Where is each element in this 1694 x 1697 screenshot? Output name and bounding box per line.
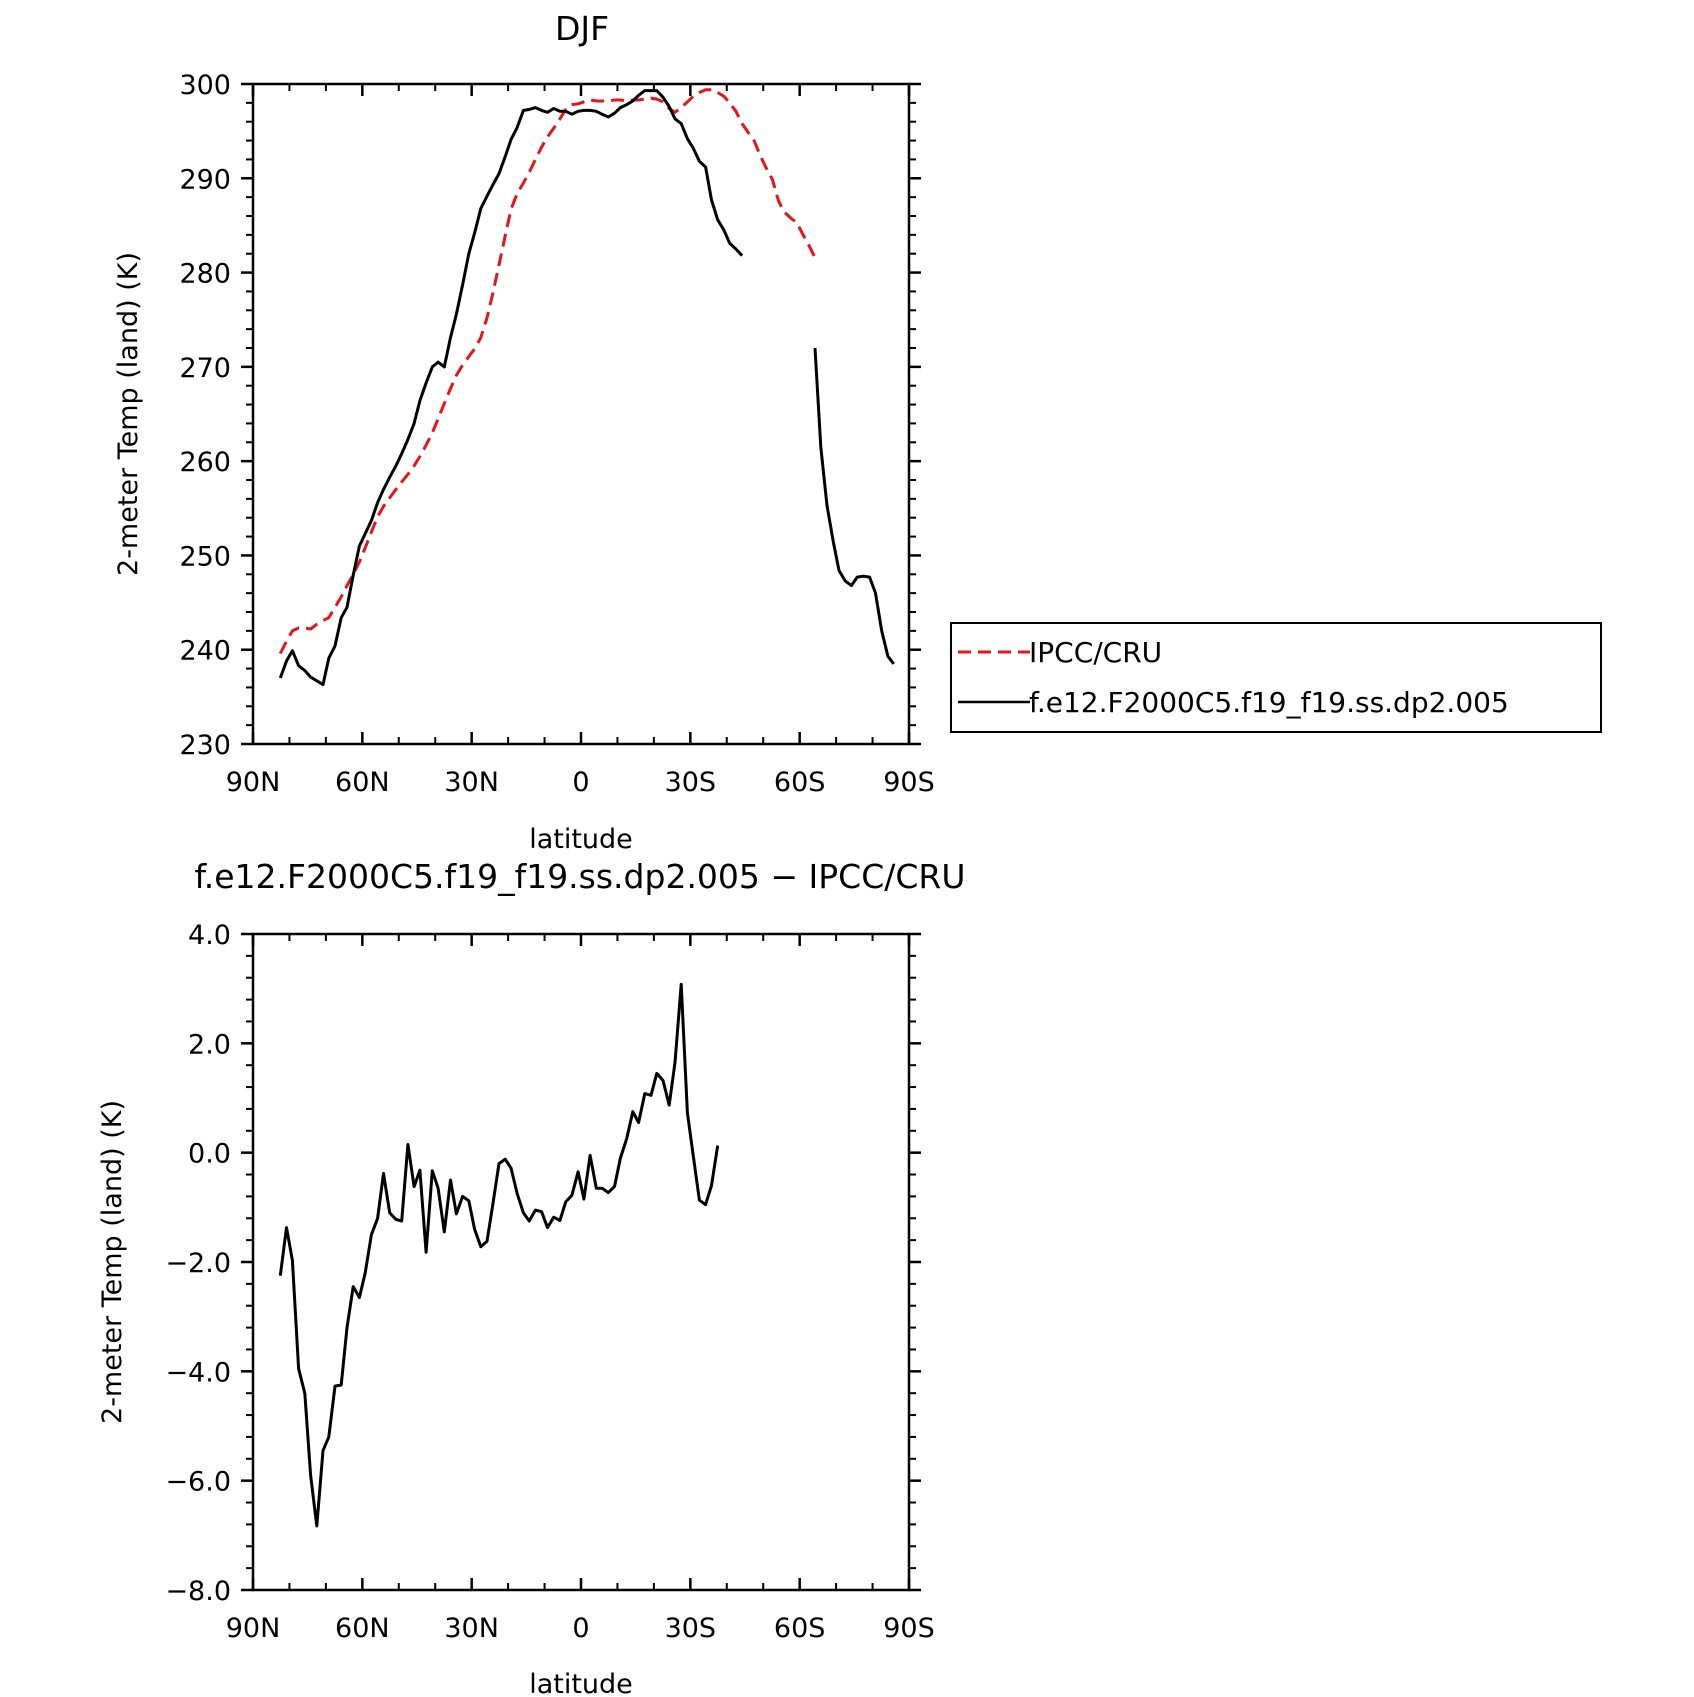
bottom-x-tick-label: 90S [883,1613,935,1644]
top-y-tick-label: 280 [179,259,231,290]
bottom-y-tick-label: 0.0 [188,1139,231,1170]
bottom-x-tick-label: 60S [774,1613,826,1644]
top-y-tick-label: 290 [179,164,231,195]
legend-obs-label: IPCC/CRU [1029,636,1162,669]
legend-model-label: f.e12.F2000C5.f19_f19.ss.dp2.005 [1029,686,1509,719]
top-y-tick-label: 260 [179,447,231,478]
top-plot-title: DJF [555,9,609,48]
top-x-axis-title: latitude [529,824,633,855]
bottom-panel: f.e12.F2000C5.f19_f19.ss.dp2.005 − IPCC/… [97,857,966,1697]
bottom-x-tick-label: 30S [665,1613,717,1644]
bottom-x-axis-title: latitude [529,1669,633,1697]
legend: IPCC/CRU f.e12.F2000C5.f19_f19.ss.dp2.00… [950,622,1602,733]
top-panel: DJF 90N 60N 30N 0 30S 60S 90S 300 290 280 270 260 25… [113,9,935,855]
bottom-y-tick-label: 2.0 [188,1029,231,1060]
top-x-tick-label: 60S [774,767,826,798]
top-series-2-segment-1 [278,89,744,687]
top-ticks: 90N 60N 30N 0 30S 60S 90S 300 290 280 270 260 250 240… [179,70,934,798]
bottom-y-tick-label: −8.0 [165,1576,231,1607]
top-x-tick-label: 30N [444,767,499,798]
top-y-tick-label: 230 [179,730,231,761]
top-x-tick-label: 90S [883,767,935,798]
bottom-y-tick-label: 4.0 [188,920,231,951]
top-plot-lines [278,88,895,687]
bottom-x-tick-label: 30N [444,1613,499,1644]
bottom-y-tick-label: −6.0 [165,1467,231,1498]
top-y-tick-label: 250 [179,541,231,572]
top-x-tick-label: 60N [335,767,390,798]
bottom-y-tick-label: −2.0 [165,1248,231,1279]
top-series-1-segment-1 [278,88,817,655]
top-y-tick-label: 300 [179,70,231,101]
top-plot-frame [251,82,911,746]
bottom-x-tick-label: 60N [335,1613,390,1644]
top-x-tick-label: 30S [665,767,717,798]
bottom-plot-frame [251,932,911,1592]
top-series-2-segment-2 [813,347,895,665]
top-x-tick-label: 0 [572,767,589,798]
top-x-tick-label: 90N [226,767,281,798]
top-y-tick-label: 270 [179,353,231,384]
bottom-x-tick-label: 0 [572,1613,589,1644]
bottom-x-tick-label: 90N [226,1613,281,1644]
legend-box [950,622,1602,733]
top-y-axis-title: 2-meter Temp (land) (K) [113,252,144,576]
bottom-y-tick-label: −4.0 [165,1357,231,1388]
bottom-y-axis-title: 2-meter Temp (land) (K) [97,1100,128,1424]
top-y-tick-label: 240 [179,636,231,667]
bottom-series-1-segment-1 [278,982,720,1528]
bottom-plot-lines [278,982,720,1528]
bottom-plot-title: f.e12.F2000C5.f19_f19.ss.dp2.005 − IPCC/… [194,857,965,896]
bottom-ticks: 90N 60N 30N 0 30S 60S 90S 4.0 2.0 0.0 −2.0 −4.0 −6.0… [165,920,934,1644]
